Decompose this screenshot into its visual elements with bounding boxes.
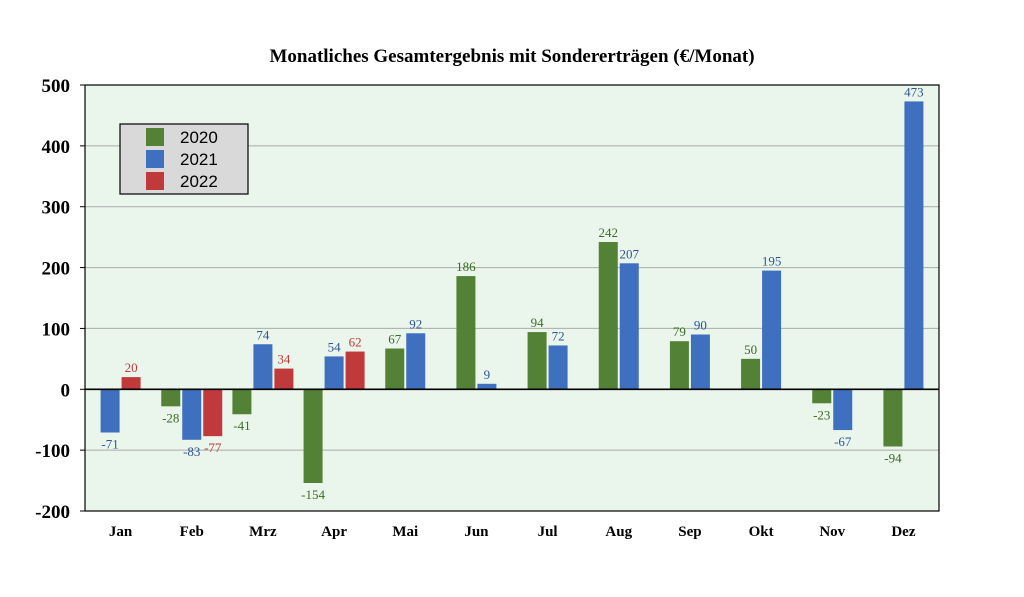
bar-2021-Apr — [324, 356, 344, 390]
data-label-2020-Mai: 67 — [388, 332, 402, 347]
bars — [100, 101, 924, 484]
data-label-2022-Mrz: 34 — [277, 352, 291, 367]
data-label-2020-Feb: -28 — [162, 410, 179, 425]
x-tick-label: Dez — [891, 524, 915, 540]
bar-2021-Nov — [833, 389, 853, 431]
bar-2021-Dez — [904, 101, 924, 390]
y-tick-label: 300 — [42, 198, 71, 219]
bar-2021-Jun — [477, 383, 497, 390]
y-tick-label: 500 — [42, 76, 71, 97]
x-tick-label: Sep — [678, 524, 701, 540]
bar-2020-Apr — [303, 389, 323, 484]
x-tick-label: Apr — [321, 524, 347, 540]
y-tick-label: 0 — [61, 380, 71, 401]
x-tick-label: Nov — [819, 524, 845, 540]
bar-2021-Sep — [690, 334, 710, 390]
data-label-2021-Mai: 92 — [409, 316, 422, 331]
legend-swatch-2021 — [146, 150, 164, 168]
y-tick-label: 400 — [42, 137, 71, 158]
bar-2020-Mrz — [232, 389, 252, 415]
bar-2021-Feb — [182, 389, 202, 440]
data-label-2020-Aug: 242 — [599, 225, 619, 240]
data-label-2020-Mrz: -41 — [233, 418, 250, 433]
bar-2021-Jan — [100, 389, 120, 433]
bar-2020-Okt — [741, 358, 761, 390]
data-label-2021-Nov: -67 — [834, 434, 852, 449]
bar-2020-Jun — [456, 276, 476, 390]
data-label-2021-Jan: -71 — [101, 436, 118, 451]
data-label-2020-Okt: 50 — [744, 342, 757, 357]
data-label-2021-Feb: -83 — [183, 444, 200, 459]
data-label-2020-Nov: -23 — [813, 407, 830, 422]
bar-2020-Feb — [161, 389, 181, 407]
data-label-2021-Aug: 207 — [620, 246, 640, 261]
x-axis-ticks: Jan Feb Mrz Apr Mai Jun Jul Aug Sep Okt Nov Dez — [109, 524, 916, 540]
data-label-2020-Jun: 186 — [456, 259, 476, 274]
legend: 2020 2021 2022 — [119, 123, 249, 195]
legend-swatch-2020 — [146, 128, 164, 146]
legend-label-2021: 2021 — [180, 150, 218, 169]
x-tick-label: Mai — [392, 524, 418, 540]
data-label-2022-Feb: -77 — [204, 440, 222, 455]
data-label-2021-Jul: 72 — [552, 328, 565, 343]
y-tick-label: 200 — [42, 259, 71, 280]
x-tick-label: Feb — [180, 524, 204, 540]
data-label-2020-Apr: -154 — [301, 487, 325, 502]
chart-title: Monatliches Gesamtergebnis mit Sonderert… — [269, 46, 754, 67]
bar-2022-Apr — [345, 351, 365, 390]
y-axis-ticks: -200 -100 0 100 200 300 400 500 — [35, 76, 85, 523]
bar-2022-Mrz — [274, 368, 294, 390]
legend-swatch-2022 — [146, 172, 164, 190]
legend-label-2022: 2022 — [180, 172, 218, 191]
bar-2020-Mai — [385, 348, 405, 390]
x-tick-label: Jan — [109, 524, 133, 540]
bar-2021-Okt — [762, 270, 782, 390]
legend-box — [119, 123, 249, 195]
data-labels: -71 20 -28 -83 -77 -41 74 34 -154 54 62 67 92 186 9 94 7… — [101, 84, 923, 502]
legend-label-2020: 2020 — [180, 128, 218, 147]
x-tick-label: Okt — [749, 524, 774, 540]
data-label-2022-Jan: 20 — [125, 360, 138, 375]
data-label-2021-Dez: 473 — [904, 84, 924, 99]
data-label-2021-Okt: 195 — [762, 254, 782, 269]
bar-2021-Jul — [548, 345, 568, 390]
bar-2022-Jan — [121, 377, 141, 390]
plot-border — [84, 84, 940, 512]
x-tick-label: Jul — [538, 524, 558, 540]
data-label-2021-Sep: 90 — [694, 318, 707, 333]
bar-2021-Aug — [619, 263, 639, 390]
bar-2020-Jul — [527, 332, 547, 390]
x-tick-label: Mrz — [249, 524, 277, 540]
data-label-2021-Jun: 9 — [484, 367, 491, 382]
y-tick-label: -200 — [35, 502, 70, 523]
bar-2020-Sep — [669, 341, 689, 390]
bar-2021-Mrz — [253, 344, 273, 390]
x-tick-label: Jun — [464, 524, 489, 540]
bar-2020-Dez — [883, 389, 903, 447]
x-tick-label: Aug — [605, 524, 632, 540]
data-label-2022-Apr: 62 — [349, 335, 362, 350]
bar-2020-Aug — [598, 242, 618, 390]
data-label-2020-Sep: 79 — [673, 324, 686, 339]
data-label-2021-Apr: 54 — [328, 339, 342, 354]
data-label-2020-Jul: 94 — [531, 315, 545, 330]
y-tick-label: 100 — [42, 319, 71, 340]
y-tick-label: -100 — [35, 441, 70, 462]
data-label-2020-Dez: -94 — [884, 450, 902, 465]
bar-2022-Feb — [203, 389, 223, 437]
bar-2020-Nov — [812, 389, 832, 404]
data-label-2021-Mrz: 74 — [256, 327, 270, 342]
bar-2021-Mai — [406, 333, 426, 390]
